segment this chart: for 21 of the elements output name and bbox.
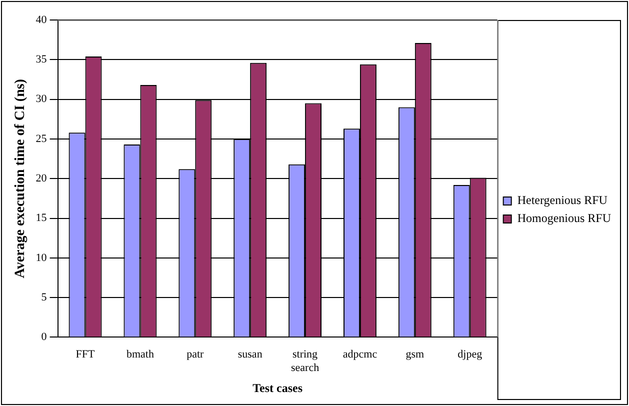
- x-tick-label: FFT: [76, 348, 96, 361]
- y-tick-label: 5: [41, 291, 48, 304]
- y-axis-title: Average execution time of CI (ns): [13, 78, 28, 278]
- x-tick-label: gsm: [406, 348, 425, 361]
- x-tick-label: bmath: [126, 348, 154, 361]
- y-tick-label: 35: [36, 54, 48, 66]
- x-tick-label: string search: [290, 348, 320, 374]
- y-tick-label: 25: [36, 132, 48, 145]
- x-tick-label: djpeg: [458, 348, 483, 361]
- x-tick-label: patr: [186, 348, 204, 361]
- y-tick-label: 30: [36, 93, 48, 106]
- y-tick-label: 10: [36, 252, 48, 264]
- x-axis-title: Test cases: [252, 380, 303, 395]
- legend-label: Homogenious RFU: [517, 211, 612, 226]
- y-tick-label: 15: [36, 212, 48, 224]
- x-tick-label: susan: [238, 348, 263, 361]
- y-tick-label: 40: [36, 14, 48, 26]
- legend-label: Hetergenious RFU: [517, 193, 608, 208]
- y-tick-label: 20: [36, 172, 48, 184]
- y-tick-label: 0: [41, 331, 48, 344]
- x-tick-label: adpcmc: [342, 348, 378, 361]
